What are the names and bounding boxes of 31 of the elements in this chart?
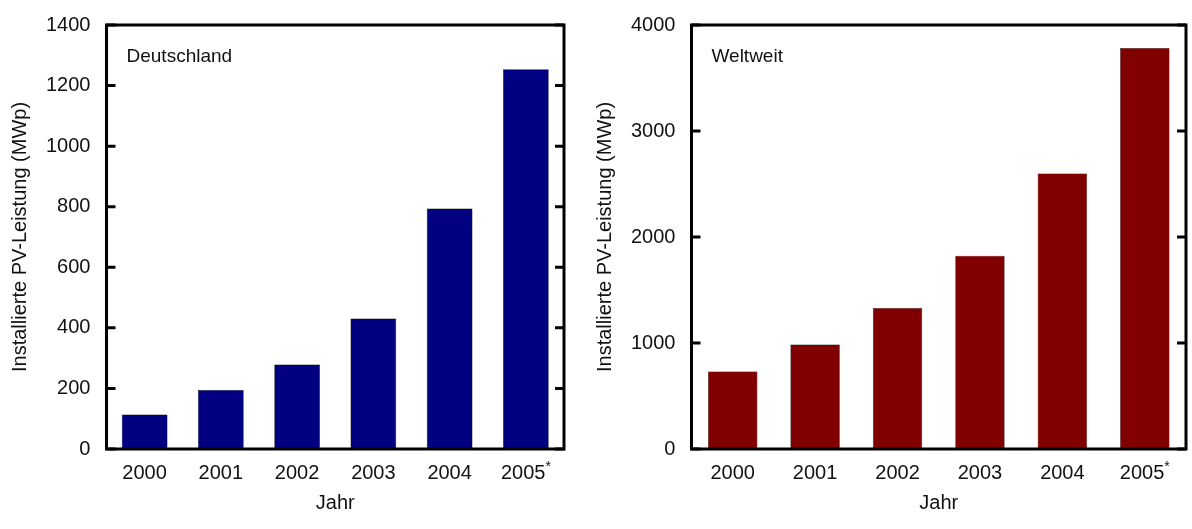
x-tick-label: 2002: [875, 460, 920, 483]
x-tick-label: 2002: [274, 460, 320, 483]
x-tick-label: 2000: [710, 460, 755, 483]
x-tick-label: 2000: [122, 460, 167, 483]
y-axis-title: Installierte PV-Leistung (MWp): [7, 101, 30, 373]
y-tick-label: 2000: [630, 224, 676, 247]
y-tick-label: 3000: [630, 118, 676, 141]
x-axis-title: Jahr: [919, 490, 959, 513]
x-tick-label: 2001: [792, 460, 838, 483]
y-axis-title: Installierte PV-Leistung (MWp): [592, 101, 615, 373]
y-tick-label: 0: [664, 436, 676, 459]
text: Weltweit: [711, 44, 784, 66]
x-tick-label: 2005*: [1119, 457, 1171, 483]
y-tick-label: 4000: [630, 12, 676, 35]
x-tick-label: 2004: [427, 460, 472, 483]
y-tick-label: 400: [57, 315, 91, 338]
y-tick-label: 200: [57, 375, 91, 398]
y-tick-label: 600: [57, 254, 91, 277]
x-tick-label: 2003: [957, 460, 1003, 483]
x-tick-label: 2005*: [500, 457, 552, 483]
x-tick-label: 2001: [198, 460, 244, 483]
y-tick-label: 0: [79, 436, 91, 459]
y-tick-label: 1200: [45, 73, 91, 96]
y-tick-label: 1000: [630, 330, 676, 353]
text: Deutschland: [126, 44, 233, 66]
y-tick-label: 1000: [45, 133, 91, 156]
x-tick-label: 2004: [1040, 460, 1085, 483]
x-axis-title: Jahr: [315, 490, 356, 513]
y-tick-label: 1400: [45, 12, 91, 35]
y-tick-label: 800: [57, 194, 91, 217]
x-tick-label: 2003: [351, 460, 396, 483]
